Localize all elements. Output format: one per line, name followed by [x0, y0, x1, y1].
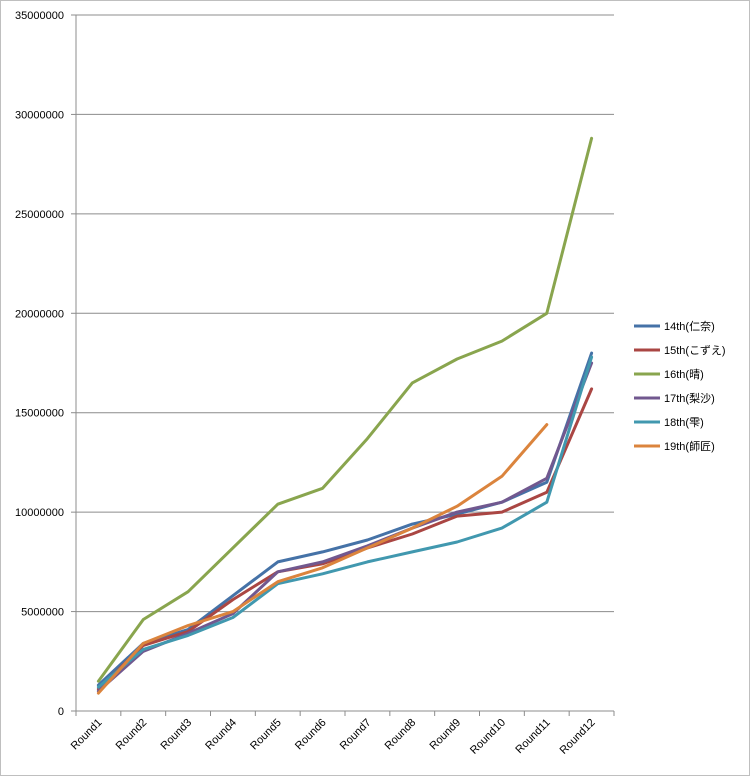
series-line — [96, 387, 594, 691]
legend-label: 16th(晴) — [664, 368, 704, 381]
y-tick-label: 25000000 — [15, 209, 64, 221]
axes — [71, 14, 615, 716]
x-tick-label: Round4 — [203, 717, 239, 753]
y-tick-label: 20000000 — [15, 308, 64, 320]
x-tick-label: Round7 — [338, 717, 374, 753]
x-tick-label: Round2 — [114, 717, 150, 753]
x-tick-label: Round6 — [293, 717, 329, 753]
gridlines — [76, 14, 614, 613]
legend-label: 14th(仁奈) — [664, 319, 715, 333]
y-tick-label: 30000000 — [15, 109, 64, 121]
y-tick-label: 5000000 — [21, 607, 64, 619]
series-line — [96, 355, 594, 689]
legend-item: 16th(晴) — [634, 368, 704, 381]
legend: 14th(仁奈) 15th(こずえ) 16th(晴) 17th(梨沙) 18th(雫) 1… — [634, 319, 726, 453]
y-axis-ticks: 0 5000000 10000000 15000000 20000000 25000000… — [15, 10, 64, 718]
x-tick-label: Round3 — [158, 717, 194, 753]
legend-label: 15th(こずえ) — [664, 344, 726, 357]
x-axis-ticks: Round1 Round2 Round3 Round4 Round5 Round6 Roun… — [69, 717, 598, 757]
x-tick-label: Round10 — [468, 717, 508, 757]
x-tick-label: Round1 — [69, 717, 105, 753]
legend-item: 17th(梨沙) — [634, 391, 715, 405]
y-tick-label: 15000000 — [15, 408, 64, 420]
legend-item: 15th(こずえ) — [634, 344, 726, 357]
x-tick-label: Round12 — [558, 717, 598, 757]
legend-item: 19th(師匠) — [634, 440, 715, 453]
legend-item: 14th(仁奈) — [634, 319, 715, 333]
series-line — [96, 136, 594, 683]
series-line — [96, 423, 549, 695]
y-tick-label: 10000000 — [15, 507, 64, 519]
y-tick-label: 35000000 — [15, 10, 64, 22]
x-tick-label: Round11 — [513, 717, 552, 756]
series-lines — [96, 136, 594, 695]
legend-item: 18th(雫) — [634, 416, 704, 429]
legend-label: 19th(師匠) — [664, 440, 715, 453]
y-tick-label: 0 — [58, 706, 64, 718]
x-tick-label: Round8 — [383, 717, 419, 753]
legend-label: 18th(雫) — [664, 416, 704, 429]
x-tick-label: Round5 — [248, 717, 284, 753]
x-tick-label: Round9 — [427, 717, 463, 753]
legend-label: 17th(梨沙) — [664, 391, 715, 405]
